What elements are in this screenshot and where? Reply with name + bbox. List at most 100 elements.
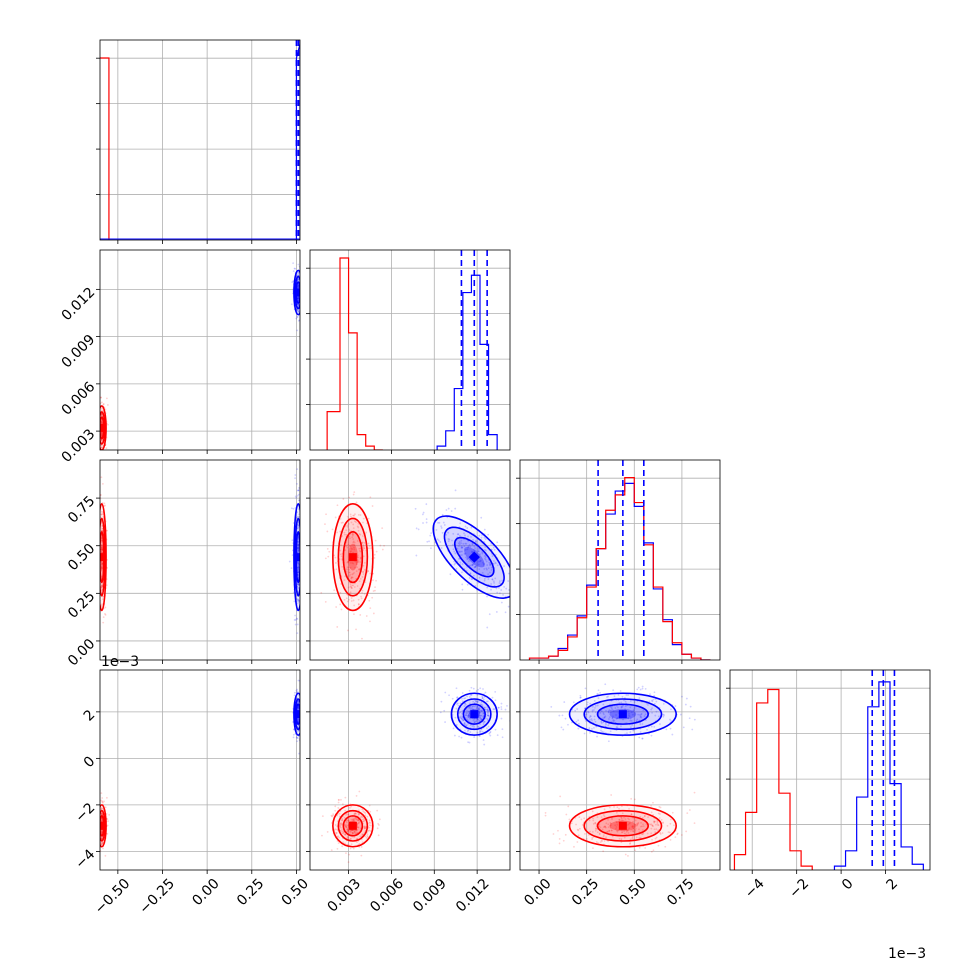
sample-point <box>620 816 623 819</box>
sample-point <box>615 826 618 828</box>
sample-point <box>484 706 486 709</box>
sample-point <box>376 827 379 830</box>
sample-point <box>417 528 420 531</box>
sample-point <box>98 557 100 559</box>
sample-point <box>296 561 299 563</box>
sample-point <box>106 832 109 835</box>
sample-point <box>628 808 630 810</box>
sample-point <box>609 822 612 824</box>
sample-point <box>297 540 300 543</box>
sample-point <box>607 695 609 698</box>
sample-point <box>550 705 553 708</box>
sample-point <box>641 833 643 836</box>
sample-point <box>97 423 99 425</box>
sample-point <box>564 717 567 720</box>
y-tick-label: 0.50 <box>65 541 98 574</box>
sample-point <box>358 843 361 845</box>
sample-point <box>101 547 103 550</box>
sample-point <box>347 830 349 833</box>
sample-point <box>347 586 350 589</box>
sample-point <box>458 543 461 546</box>
sample-point <box>504 595 507 598</box>
sample-point <box>344 796 347 799</box>
sample-point <box>631 713 634 716</box>
sample-point <box>355 628 357 631</box>
sample-point <box>609 825 612 827</box>
sample-point <box>297 706 300 709</box>
sample-point <box>336 504 339 507</box>
sample-point <box>350 547 353 550</box>
sample-point <box>366 835 369 837</box>
sample-point <box>374 539 377 542</box>
sample-point <box>603 808 606 811</box>
sample-point <box>300 708 302 710</box>
sample-point <box>101 527 104 530</box>
sample-point <box>478 729 481 732</box>
sample-point <box>340 819 343 822</box>
red-density <box>95 476 109 624</box>
sample-point <box>560 726 563 729</box>
sample-point <box>351 573 354 576</box>
sample-point <box>500 708 503 711</box>
sample-point <box>454 716 457 719</box>
sample-point <box>101 512 104 515</box>
sample-point <box>467 713 470 716</box>
sample-point <box>460 715 462 718</box>
sample-point <box>609 827 612 829</box>
sample-point <box>100 837 103 840</box>
sample-point <box>631 828 633 831</box>
sample-point <box>599 841 602 844</box>
sample-point <box>507 580 510 582</box>
sample-point <box>297 285 299 288</box>
sample-point <box>584 707 587 710</box>
sample-point <box>441 531 444 534</box>
sample-point <box>587 711 590 714</box>
sample-point <box>651 711 653 714</box>
sample-point <box>639 836 642 839</box>
sample-point <box>339 549 342 552</box>
sample-point <box>589 715 592 717</box>
sample-point <box>624 853 627 856</box>
sample-point <box>475 720 478 722</box>
sample-point <box>300 285 302 287</box>
sample-point <box>296 632 299 635</box>
sample-point <box>97 425 99 427</box>
sample-point <box>334 556 337 559</box>
sample-point <box>468 712 471 714</box>
sample-point <box>100 799 102 802</box>
sample-point <box>97 805 99 807</box>
sample-point <box>349 544 351 547</box>
contour-line <box>100 503 107 612</box>
red-histogram <box>100 57 110 240</box>
sample-point <box>98 828 100 830</box>
sample-point <box>485 700 488 703</box>
sample-point <box>494 699 497 702</box>
sample-point <box>466 729 469 731</box>
sample-point <box>430 547 432 550</box>
sample-point <box>294 477 297 480</box>
sample-point <box>345 821 348 824</box>
sample-point <box>298 309 300 311</box>
contour-line <box>342 531 364 584</box>
sample-point <box>347 836 349 839</box>
sample-point <box>100 585 103 588</box>
sample-point <box>302 555 304 557</box>
sample-point <box>486 586 489 589</box>
sample-point <box>96 520 98 522</box>
sample-point <box>297 297 300 300</box>
sample-point <box>101 548 104 551</box>
sample-point <box>97 440 99 442</box>
sample-point <box>293 600 296 603</box>
sample-point <box>461 554 463 556</box>
sample-point <box>95 587 97 589</box>
sample-point <box>482 712 485 714</box>
sample-point <box>330 849 333 852</box>
red-histogram <box>528 477 711 660</box>
sample-point <box>611 716 614 719</box>
panel-content <box>95 468 305 635</box>
sample-point <box>344 833 347 836</box>
density-peak <box>294 553 300 562</box>
sample-point <box>591 831 594 833</box>
sample-point <box>480 714 482 717</box>
sample-point <box>303 590 305 592</box>
